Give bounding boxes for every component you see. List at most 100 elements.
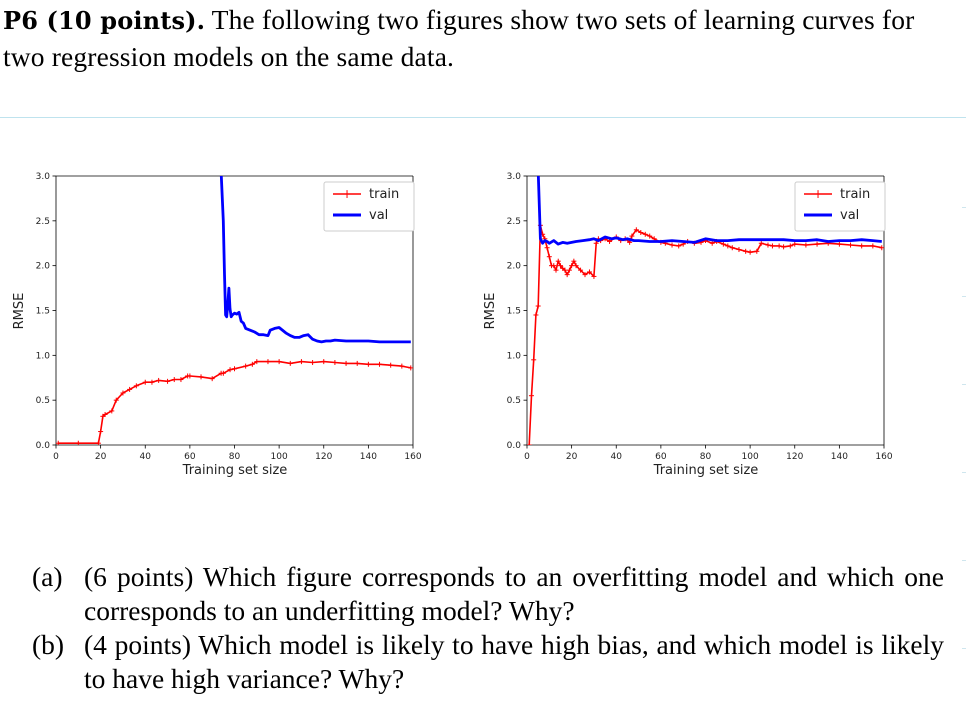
series-train-point [562,267,568,273]
series-train-point [310,360,316,366]
series-train-point [109,408,115,414]
series-train-point [629,233,635,239]
y-tick-label: 0.5 [36,396,50,406]
x-tick-label: 120 [786,452,803,462]
y-tick-label: 0.0 [36,441,51,451]
series-train-point [156,377,162,383]
series-train-point [769,243,775,249]
series-train-point [848,242,854,248]
question-text: (4 points) Which model is likely to have… [84,629,944,694]
series-train-point [573,263,579,269]
x-ticks: 0 20 40 60 80 100 120 140 160 [53,445,422,462]
series-train-point [142,379,148,385]
problem-label: P6 (10 points). [3,6,206,35]
series-train-point [725,243,731,249]
series-train-point [171,377,177,383]
series-train-point [754,248,760,254]
series-train-point [178,377,184,383]
series-train-point [75,440,81,445]
series-train-point [133,383,139,389]
series-train-point [227,367,233,373]
y-tick-label: 1.0 [36,351,51,361]
series-train-line [528,224,882,445]
question-label: (b) [32,629,65,660]
x-tick-label: 80 [229,452,241,462]
series-train-point [743,248,749,254]
legend-train-marker: + [813,187,823,201]
y-tick-label: 1.5 [36,307,50,317]
series-train-point [127,386,133,392]
series-train-point [566,267,572,273]
y-tick-label: 2.0 [36,262,51,272]
series-train-point [254,359,260,365]
series-train-point [209,376,215,382]
x-tick-label: 40 [611,452,623,462]
series-train-point [676,243,682,249]
series-train-point [265,359,271,365]
series-train-point [578,267,584,273]
x-tick-label: 140 [360,452,377,462]
question-label: (a) [32,561,63,592]
series-train-point [879,245,884,251]
y-ticks: 0.0 0.5 1.0 1.5 2.0 2.5 3.0 [507,172,527,451]
series-train-point [365,361,371,367]
series-train-point [555,258,561,264]
series-train-point [642,231,648,237]
y-tick-label: 1.5 [507,307,521,317]
y-tick-label: 0.5 [507,396,521,406]
series-train-point [527,442,532,445]
x-axis-label: Training set size [653,463,759,478]
series-train-point [859,243,865,249]
y-tick-label: 3.0 [507,172,522,182]
x-tick-label: 60 [655,452,667,462]
x-tick-label: 40 [140,452,152,462]
series-train-point [553,267,559,273]
series-train-point [814,241,820,247]
series-train-point [729,245,735,251]
x-tick-label: 80 [700,452,712,462]
legend-train-marker: + [342,187,352,201]
x-tick-label: 120 [315,452,332,462]
question-a: (a) (6 points) Which figure corresponds … [32,560,944,628]
series-train-point [633,227,639,233]
y-tick-label: 1.0 [507,351,522,361]
series-train-point [564,272,570,278]
series-train-point [243,363,249,369]
series-train-point [98,429,104,435]
series-train-point [528,393,534,399]
question-text: (6 points) Which figure corresponds to a… [84,561,944,626]
y-tick-label: 2.0 [507,262,522,272]
legend: + train val [794,181,886,232]
series-train-point [870,243,876,249]
series-train-point [399,363,405,369]
x-tick-label: 160 [875,452,892,462]
series-train-point [377,361,383,367]
series-train-point [781,244,787,250]
legend: + train val [323,181,415,232]
x-ticks: 0 20 40 60 80 100 120 140 160 [524,445,893,462]
series-train-point [113,397,119,403]
series-train-point [276,359,282,365]
series-train-point [298,359,304,365]
x-tick-label: 20 [566,452,578,462]
y-tick-label: 0.0 [507,441,522,451]
series-train-point [571,258,577,264]
legend-val-label: val [369,208,388,223]
y-axis-label: RMSE [12,293,27,330]
y-tick-label: 3.0 [36,172,51,182]
series-train-point [354,360,360,366]
series-train-point [638,229,644,235]
series-train-point [736,247,742,253]
x-tick-label: 60 [184,452,196,462]
series-train-point [607,238,613,244]
series-train-point [187,373,193,379]
series-train-point [232,366,237,372]
series-train-point [787,243,793,249]
x-tick-label: 160 [404,452,421,462]
question-list: (a) (6 points) Which figure corresponds … [32,560,944,696]
series-train-point [582,272,588,278]
divider [0,117,966,118]
y-ticks: 0.0 0.5 1.0 1.5 2.0 2.5 3.0 [36,172,56,451]
series-train-point [321,359,327,365]
series-train-point [758,240,764,246]
